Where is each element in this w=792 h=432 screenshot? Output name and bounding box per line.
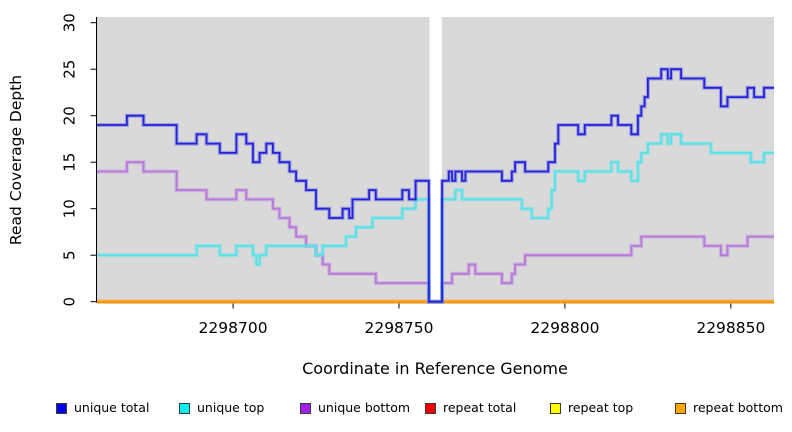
x-tick-label: 2298850 xyxy=(696,319,765,337)
chart-series-layer xyxy=(97,67,774,304)
y-tick-label: 25 xyxy=(61,60,79,79)
legend-item-repeat-top: repeat top xyxy=(550,400,633,416)
no-data-gap xyxy=(429,17,442,302)
series-line-unique-total xyxy=(97,68,774,303)
legend-swatch-repeat-top xyxy=(550,402,561,414)
y-tick-label: 15 xyxy=(61,153,79,172)
legend-swatch-unique-total xyxy=(56,402,67,414)
legend-label: repeat bottom xyxy=(693,400,783,415)
x-tick-label: 2298700 xyxy=(199,319,268,337)
legend-swatch-unique-top xyxy=(179,402,190,414)
legend-label: unique bottom xyxy=(318,400,411,415)
y-tick-label: 30 xyxy=(61,13,79,32)
legend-item-repeat-bottom: repeat bottom xyxy=(675,400,783,416)
y-tick-label: 10 xyxy=(61,199,79,218)
y-axis-title: Read Coverage Depth xyxy=(7,75,25,245)
legend-swatch-unique-bottom xyxy=(300,402,311,414)
x-tick-label: 2298750 xyxy=(364,319,433,337)
x-tick-label: 2298800 xyxy=(530,319,599,337)
x-axis-title: Coordinate in Reference Genome xyxy=(302,359,568,378)
legend-swatch-repeat-total xyxy=(425,402,436,414)
legend-label: unique total xyxy=(74,400,150,415)
y-tick-label: 5 xyxy=(61,250,79,260)
y-tick-label: 0 xyxy=(61,297,79,307)
chart-panel-layer xyxy=(97,17,774,302)
legend-item-repeat-total: repeat total xyxy=(425,400,516,416)
legend-item-unique-total: unique total xyxy=(56,400,149,416)
legend-item-unique-top: unique top xyxy=(179,400,264,416)
legend-item-unique-bottom: unique bottom xyxy=(300,400,410,416)
legend-swatch-repeat-bottom xyxy=(675,402,686,414)
legend-label: unique top xyxy=(197,400,265,415)
series-line-unique-bottom xyxy=(97,161,774,303)
chart-legend: unique total unique top unique bottom repea… xyxy=(0,400,792,420)
coverage-step-chart: 0 5 10 15 20 25 30 2298700 2298750 2298800 2298850… xyxy=(7,13,774,378)
legend-label: repeat top xyxy=(568,400,634,415)
series-line-unique-top xyxy=(97,133,774,303)
y-tick-label: 20 xyxy=(61,106,79,125)
legend-label: repeat total xyxy=(443,400,517,415)
